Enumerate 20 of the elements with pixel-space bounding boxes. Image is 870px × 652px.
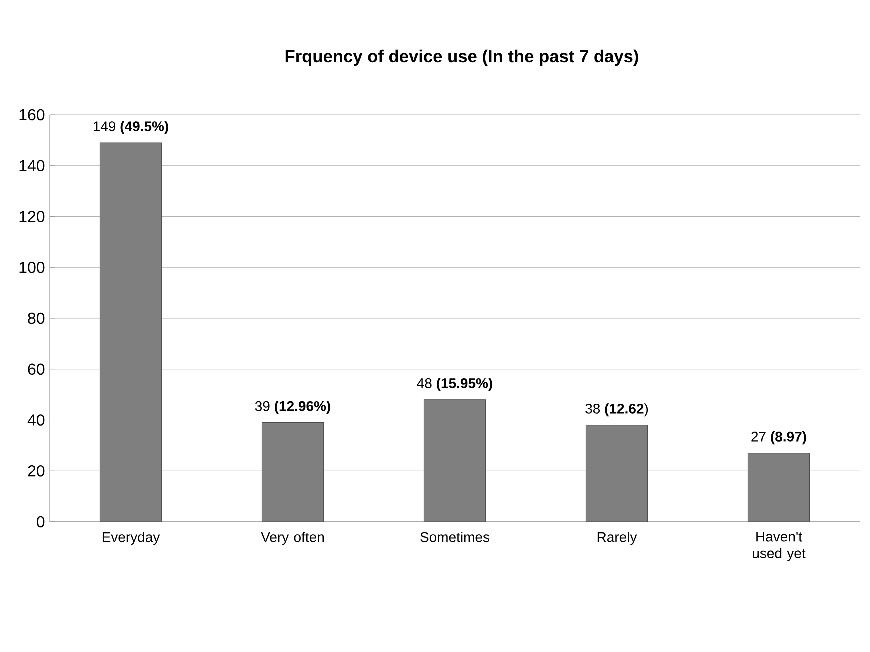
data-label: 38 (12.62) <box>586 404 648 417</box>
chart-title: Frquency of device use (In the past 7 days) <box>286 50 638 66</box>
y-tick-label: 60 <box>28 364 45 376</box>
x-tick-label: Everyday <box>102 532 160 546</box>
y-tick-label: 0 <box>37 516 45 528</box>
x-tick-label: Rarely <box>598 532 638 546</box>
y-tick-label: 40 <box>28 414 45 426</box>
x-tick-label: Haven't used yet <box>753 532 806 562</box>
y-tick-label: 140 <box>20 160 45 172</box>
x-tick-label: Very often <box>261 532 324 546</box>
y-tick-label: 160 <box>20 109 45 121</box>
data-label: 149 (49.5%) <box>94 121 168 134</box>
y-tick-label: 20 <box>28 465 45 477</box>
y-tick-label: 80 <box>28 312 45 324</box>
x-tick-label: Sometimes <box>420 532 490 542</box>
data-label: 27 (8.97) <box>752 432 806 445</box>
y-tick-label: 120 <box>20 211 45 222</box>
y-tick-label: 100 <box>20 262 45 274</box>
data-label: 48 (15.95%) <box>417 378 492 392</box>
data-label: 39 (12.96%) <box>255 401 330 414</box>
